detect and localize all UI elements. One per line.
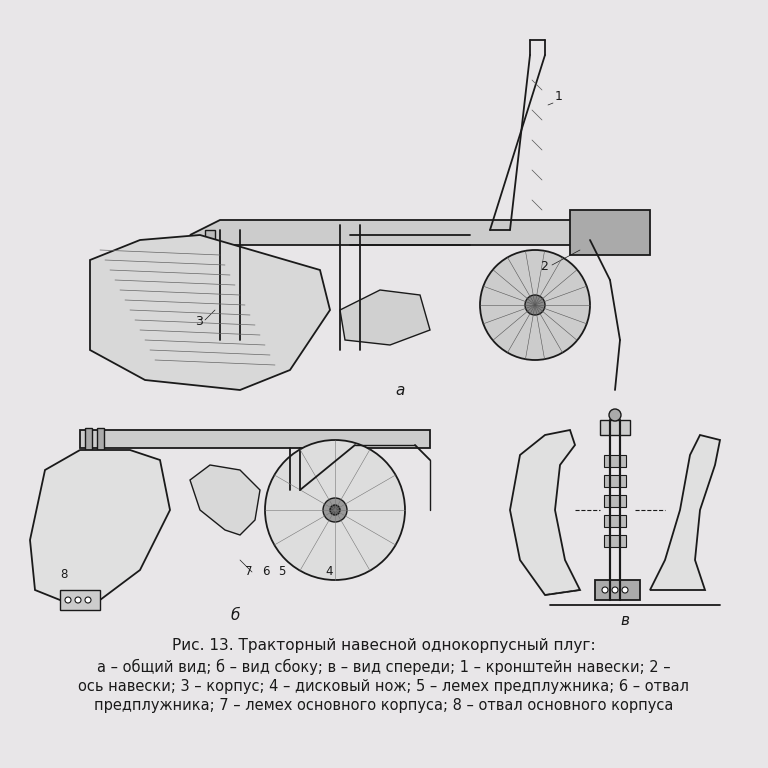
Circle shape: [525, 295, 545, 315]
Text: б: б: [230, 608, 240, 623]
Text: а: а: [396, 383, 405, 398]
Polygon shape: [85, 428, 92, 450]
Circle shape: [622, 587, 628, 593]
Text: 8: 8: [60, 568, 68, 581]
Circle shape: [75, 597, 81, 603]
Polygon shape: [30, 450, 170, 600]
Text: Рис. 13. Тракторный навесной однокорпусный плуг:: Рис. 13. Тракторный навесной однокорпусн…: [172, 638, 596, 653]
Polygon shape: [60, 590, 100, 610]
Polygon shape: [80, 430, 430, 448]
Circle shape: [330, 505, 340, 515]
Text: 2: 2: [540, 260, 548, 273]
Polygon shape: [604, 495, 626, 507]
Circle shape: [609, 409, 621, 421]
Text: 6: 6: [262, 565, 270, 578]
Text: ось навески; 3 – корпус; 4 – дисковый нож; 5 – лемех предплужника; 6 – отвал: ось навески; 3 – корпус; 4 – дисковый но…: [78, 679, 690, 694]
Circle shape: [323, 498, 347, 522]
Polygon shape: [190, 465, 260, 535]
Polygon shape: [604, 535, 626, 547]
Polygon shape: [97, 428, 104, 450]
Polygon shape: [190, 220, 590, 245]
Polygon shape: [570, 210, 650, 255]
Text: 5: 5: [278, 565, 286, 578]
Polygon shape: [90, 235, 330, 390]
Text: предплужника; 7 – лемех основного корпуса; 8 – отвал основного корпуса: предплужника; 7 – лемех основного корпус…: [94, 698, 674, 713]
Circle shape: [602, 587, 608, 593]
Polygon shape: [604, 455, 626, 467]
Polygon shape: [510, 430, 580, 595]
Polygon shape: [205, 230, 215, 280]
Text: 3: 3: [195, 315, 203, 328]
Text: 7: 7: [245, 565, 253, 578]
Polygon shape: [340, 290, 430, 345]
Text: а – общий вид; б – вид сбоку; в – вид спереди; 1 – кронштейн навески; 2 –: а – общий вид; б – вид сбоку; в – вид сп…: [98, 659, 670, 675]
Circle shape: [85, 597, 91, 603]
Circle shape: [480, 250, 590, 360]
Text: 1: 1: [555, 90, 563, 103]
Polygon shape: [595, 580, 640, 600]
Polygon shape: [600, 420, 630, 435]
Polygon shape: [650, 435, 720, 590]
Circle shape: [65, 597, 71, 603]
Text: в: в: [621, 613, 630, 628]
Polygon shape: [604, 515, 626, 527]
Text: 4: 4: [325, 565, 333, 578]
Circle shape: [265, 440, 405, 580]
Polygon shape: [604, 475, 626, 487]
Circle shape: [612, 587, 618, 593]
